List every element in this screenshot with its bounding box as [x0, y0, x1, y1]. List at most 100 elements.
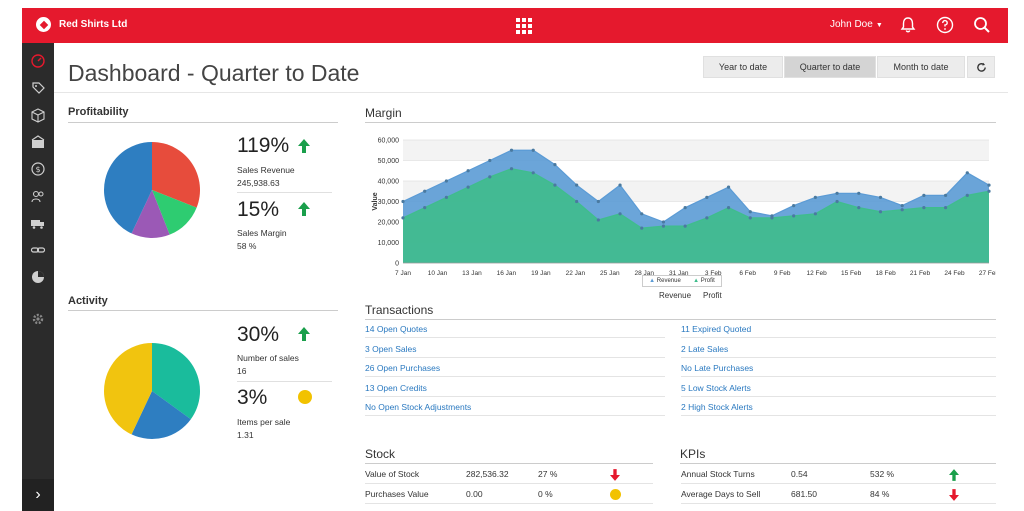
- contacts-icon[interactable]: [30, 188, 46, 204]
- y-tick-label: 10,000: [378, 240, 400, 247]
- data-point[interactable]: [553, 183, 557, 187]
- transaction-link[interactable]: 3 Open Sales: [365, 343, 417, 354]
- data-point[interactable]: [792, 214, 796, 218]
- data-point[interactable]: [748, 216, 752, 220]
- x-tick-label: 9 Feb: [774, 270, 791, 276]
- brand[interactable]: Red Shirts Ltd: [36, 17, 127, 32]
- data-point[interactable]: [770, 216, 774, 220]
- bell-icon[interactable]: [898, 15, 918, 35]
- data-point[interactable]: [444, 195, 449, 199]
- data-point[interactable]: [943, 193, 948, 197]
- link-icon[interactable]: [30, 242, 46, 258]
- data-point[interactable]: [596, 218, 600, 222]
- data-point[interactable]: [661, 220, 666, 224]
- profitability-metric-divider: [237, 192, 332, 193]
- data-point[interactable]: [444, 179, 449, 183]
- x-tick-label: 25 Jan: [600, 270, 620, 276]
- data-point[interactable]: [488, 158, 492, 163]
- data-point[interactable]: [792, 204, 796, 208]
- transaction-link[interactable]: 26 Open Purchases: [365, 363, 441, 373]
- settings-gear-icon[interactable]: [30, 311, 46, 327]
- neutral-dot-icon: [298, 390, 312, 404]
- transaction-link[interactable]: No Open Stock Adjustments: [365, 402, 472, 412]
- delivery-truck-icon[interactable]: [30, 215, 46, 231]
- data-point[interactable]: [509, 148, 514, 152]
- sidebar: $ ›: [22, 43, 54, 511]
- data-point[interactable]: [922, 193, 926, 197]
- pie-slice: [103, 142, 152, 234]
- data-point[interactable]: [423, 189, 427, 193]
- data-point[interactable]: [401, 216, 405, 220]
- sales-tag-icon[interactable]: [30, 80, 46, 96]
- transaction-link[interactable]: 2 High Stock Alerts: [681, 402, 753, 412]
- year-to-date-button[interactable]: Year to date: [703, 56, 783, 78]
- data-point[interactable]: [466, 185, 470, 189]
- transaction-row-divider: [681, 415, 996, 416]
- transaction-link[interactable]: 13 Open Credits: [365, 382, 427, 393]
- data-point[interactable]: [900, 208, 904, 212]
- transaction-link[interactable]: 2 Late Sales: [681, 343, 729, 354]
- money-icon[interactable]: $: [30, 161, 46, 177]
- data-point[interactable]: [922, 206, 926, 210]
- warehouse-icon[interactable]: [30, 134, 46, 150]
- transaction-link[interactable]: 11 Expired Quoted: [681, 324, 752, 334]
- data-point[interactable]: [531, 148, 535, 152]
- data-point[interactable]: [509, 167, 514, 171]
- data-point[interactable]: [987, 183, 991, 187]
- data-point[interactable]: [813, 195, 817, 199]
- data-point[interactable]: [878, 210, 883, 214]
- data-point[interactable]: [965, 171, 969, 175]
- chevron-down-icon: ▼: [875, 22, 883, 29]
- data-point[interactable]: [640, 226, 644, 230]
- apps-grid-icon[interactable]: [516, 18, 532, 34]
- user-menu[interactable]: John Doe ▼: [830, 19, 883, 30]
- chart-legend: ▲ Revenue ▲ Profit: [642, 275, 722, 287]
- y-tick-label: 0: [395, 261, 399, 268]
- transaction-link[interactable]: 5 Low Stock Alerts: [681, 382, 751, 393]
- data-point[interactable]: [987, 189, 991, 193]
- data-point[interactable]: [661, 224, 666, 228]
- data-point[interactable]: [683, 206, 687, 210]
- refresh-button[interactable]: [967, 56, 995, 78]
- legend-revenue[interactable]: ▲ Revenue: [649, 278, 681, 284]
- transaction-link[interactable]: 14 Open Quotes: [365, 324, 428, 334]
- legend-profit[interactable]: ▲ Profit: [693, 278, 715, 284]
- data-point[interactable]: [726, 206, 731, 210]
- data-point[interactable]: [705, 216, 709, 220]
- data-point[interactable]: [575, 199, 579, 204]
- data-point[interactable]: [640, 212, 644, 216]
- quarter-to-date-button[interactable]: Quarter to date: [784, 56, 876, 78]
- data-point[interactable]: [488, 175, 492, 179]
- data-point[interactable]: [466, 169, 470, 173]
- data-point[interactable]: [705, 195, 709, 199]
- data-point[interactable]: [943, 206, 948, 210]
- data-point[interactable]: [900, 204, 904, 208]
- data-point[interactable]: [531, 171, 535, 175]
- data-point[interactable]: [726, 185, 731, 189]
- data-point[interactable]: [813, 212, 817, 216]
- data-point[interactable]: [835, 199, 839, 204]
- data-point[interactable]: [575, 183, 579, 187]
- data-point[interactable]: [857, 191, 861, 195]
- data-point[interactable]: [878, 195, 883, 199]
- transaction-link[interactable]: No Late Purchases: [681, 363, 754, 373]
- reports-pie-icon[interactable]: [30, 269, 46, 285]
- data-point[interactable]: [835, 191, 839, 195]
- data-point[interactable]: [553, 163, 557, 167]
- month-to-date-button[interactable]: Month to date: [877, 56, 965, 78]
- expand-sidebar-chevron-icon[interactable]: ›: [22, 479, 54, 511]
- dashboard-gauge-icon[interactable]: [30, 53, 46, 69]
- data-point[interactable]: [748, 210, 752, 214]
- data-point[interactable]: [618, 212, 622, 216]
- data-point[interactable]: [618, 183, 622, 187]
- data-point[interactable]: [965, 193, 969, 197]
- data-point[interactable]: [423, 206, 427, 210]
- y-tick-label: 50,000: [378, 158, 400, 165]
- data-point[interactable]: [596, 199, 600, 204]
- product-box-icon[interactable]: [30, 107, 46, 123]
- data-point[interactable]: [401, 199, 405, 204]
- data-point[interactable]: [857, 206, 861, 210]
- data-point[interactable]: [683, 224, 687, 228]
- help-icon[interactable]: [935, 15, 955, 35]
- search-icon[interactable]: [972, 15, 992, 35]
